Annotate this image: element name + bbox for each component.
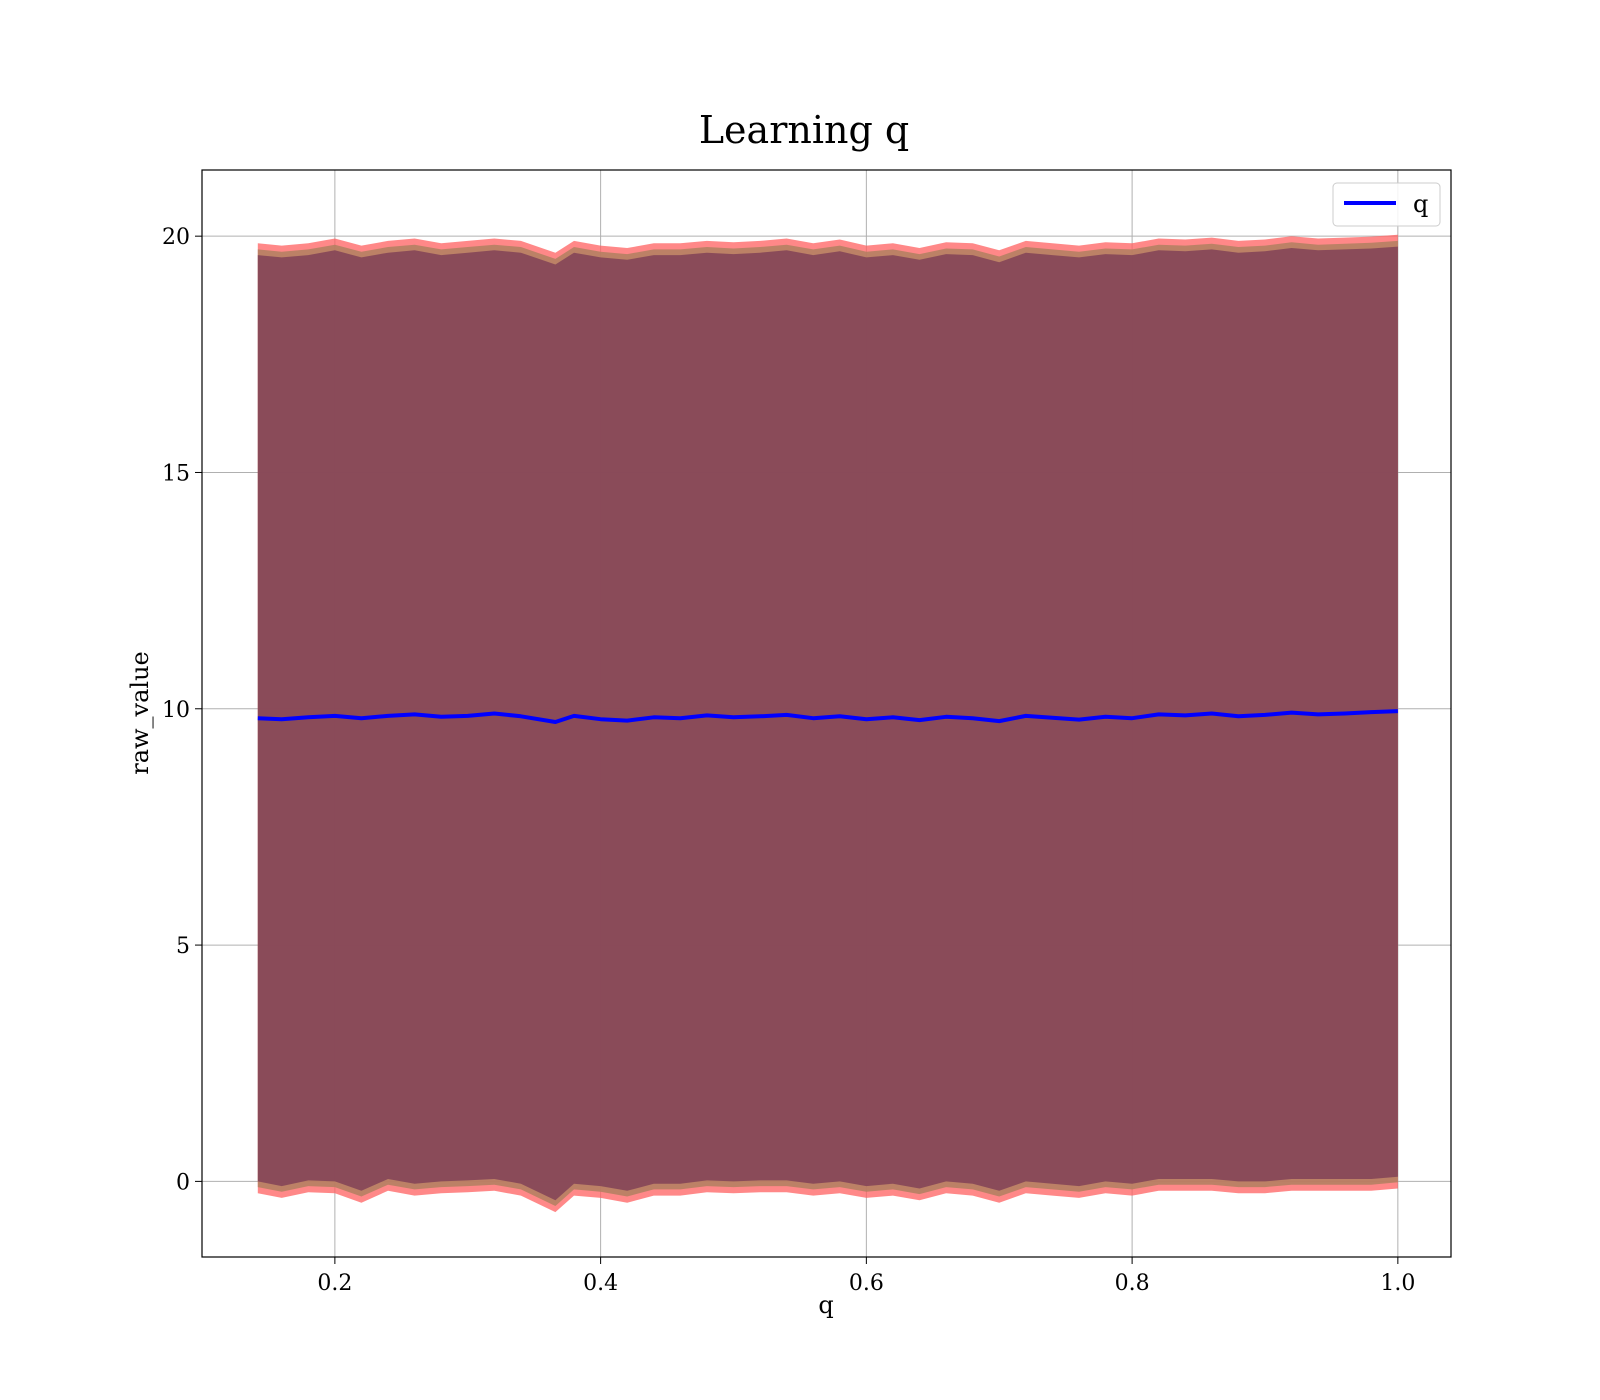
- y-tick-label: 10: [162, 698, 190, 723]
- x-tick-label: 0.4: [583, 1271, 618, 1296]
- y-tick-label: 0: [176, 1170, 190, 1195]
- x-tick-label: 0.8: [1115, 1271, 1150, 1296]
- legend: q: [1332, 182, 1441, 227]
- axis-ticks: 0.2 0.4 0.6 0.8 1.0 0 5 10 15 20: [162, 225, 1415, 1296]
- legend-label-q: q: [1413, 190, 1428, 218]
- y-axis-label: raw_value: [126, 651, 154, 775]
- y-tick-label: 20: [162, 225, 190, 250]
- y-tick-label: 5: [176, 934, 190, 959]
- x-tick-label: 0.6: [849, 1271, 884, 1296]
- x-tick-label: 0.2: [317, 1271, 352, 1296]
- plot-frame: [201, 169, 1452, 1258]
- series-line-q: [257, 709, 1398, 724]
- uncertainty-bands: [257, 234, 1398, 1213]
- x-tick-label: 1.0: [1380, 1271, 1415, 1296]
- chart-title: Learning q: [699, 108, 909, 152]
- band-inner-q: [257, 246, 1398, 1201]
- y-tick-label: 15: [162, 461, 190, 486]
- series-lines: [257, 709, 1398, 724]
- x-axis-label: q: [818, 1291, 833, 1319]
